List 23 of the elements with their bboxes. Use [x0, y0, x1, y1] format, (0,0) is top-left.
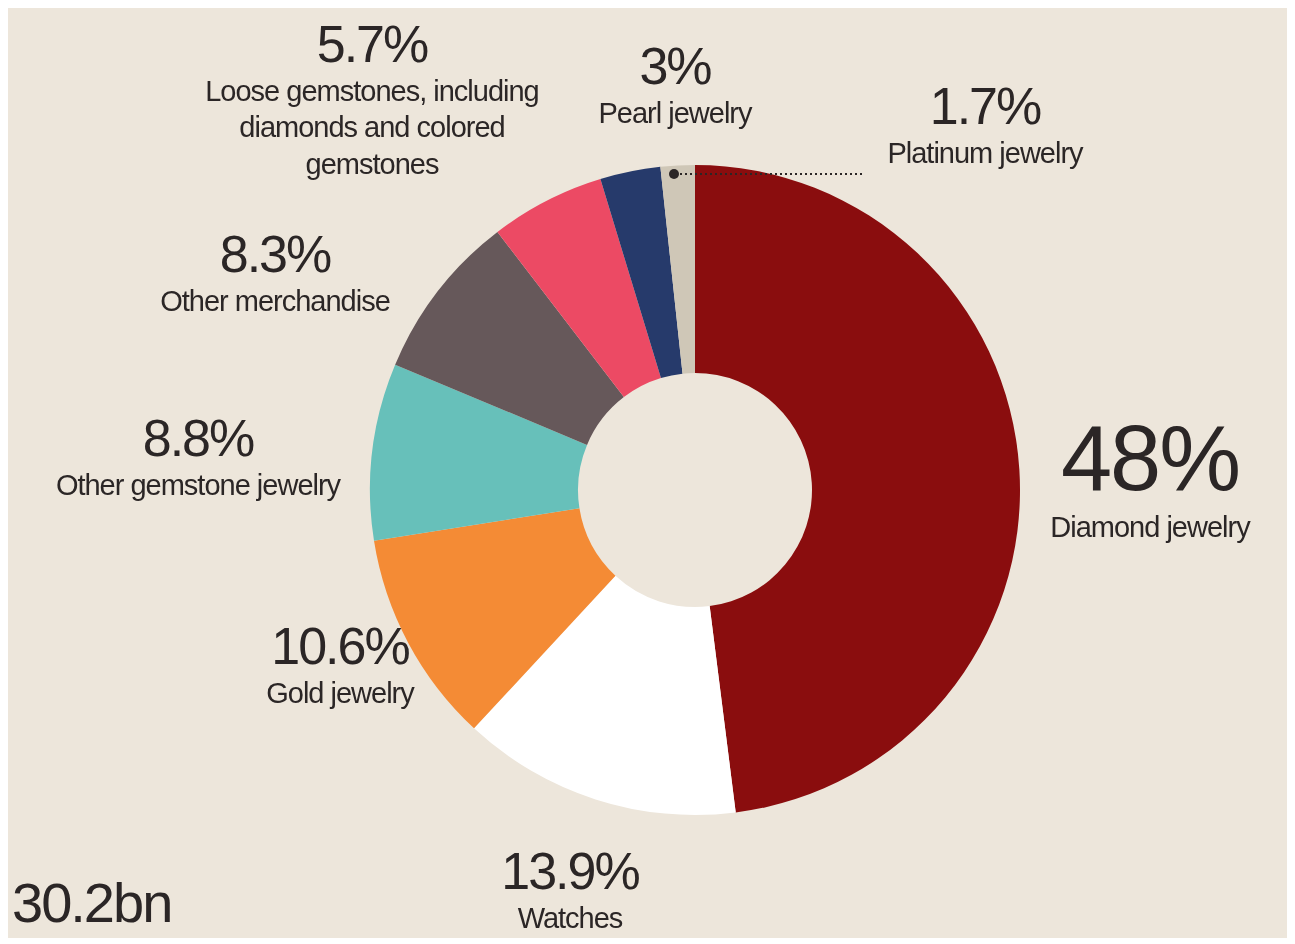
data-label: 1.7%: [928, 77, 1042, 136]
donut-slice: [370, 364, 588, 541]
donut-slice: [660, 165, 695, 374]
donut-slice: [474, 575, 736, 815]
data-label: 48%: [1059, 407, 1241, 510]
data-label: 5.7%: [315, 15, 429, 74]
donut-slice: [497, 179, 661, 398]
donut-slice: [395, 231, 624, 445]
data-label: 13.9%: [500, 842, 640, 901]
data-label: 8.3%: [218, 225, 332, 284]
slice-label: Platinum jewelry: [886, 136, 1085, 172]
data-label: 3%: [638, 37, 712, 96]
text: 30.2bn: [12, 870, 172, 935]
slice-label: Pearl jewelry: [597, 96, 753, 132]
data-label: 8.8%: [141, 409, 255, 468]
slice-label: Other merchandise: [159, 284, 391, 320]
donut-slice: [600, 166, 683, 379]
data-label: 10.6%: [270, 617, 410, 676]
slice-label: Diamond jewelry: [1049, 510, 1252, 546]
slice-label: Gold jewelry: [265, 676, 416, 712]
slice-label: Other gemstone jewelry: [54, 468, 342, 504]
slice-label: Loose gemstones, including diamonds and colored gemstones: [204, 74, 540, 182]
slice-label: Watches: [516, 901, 624, 937]
